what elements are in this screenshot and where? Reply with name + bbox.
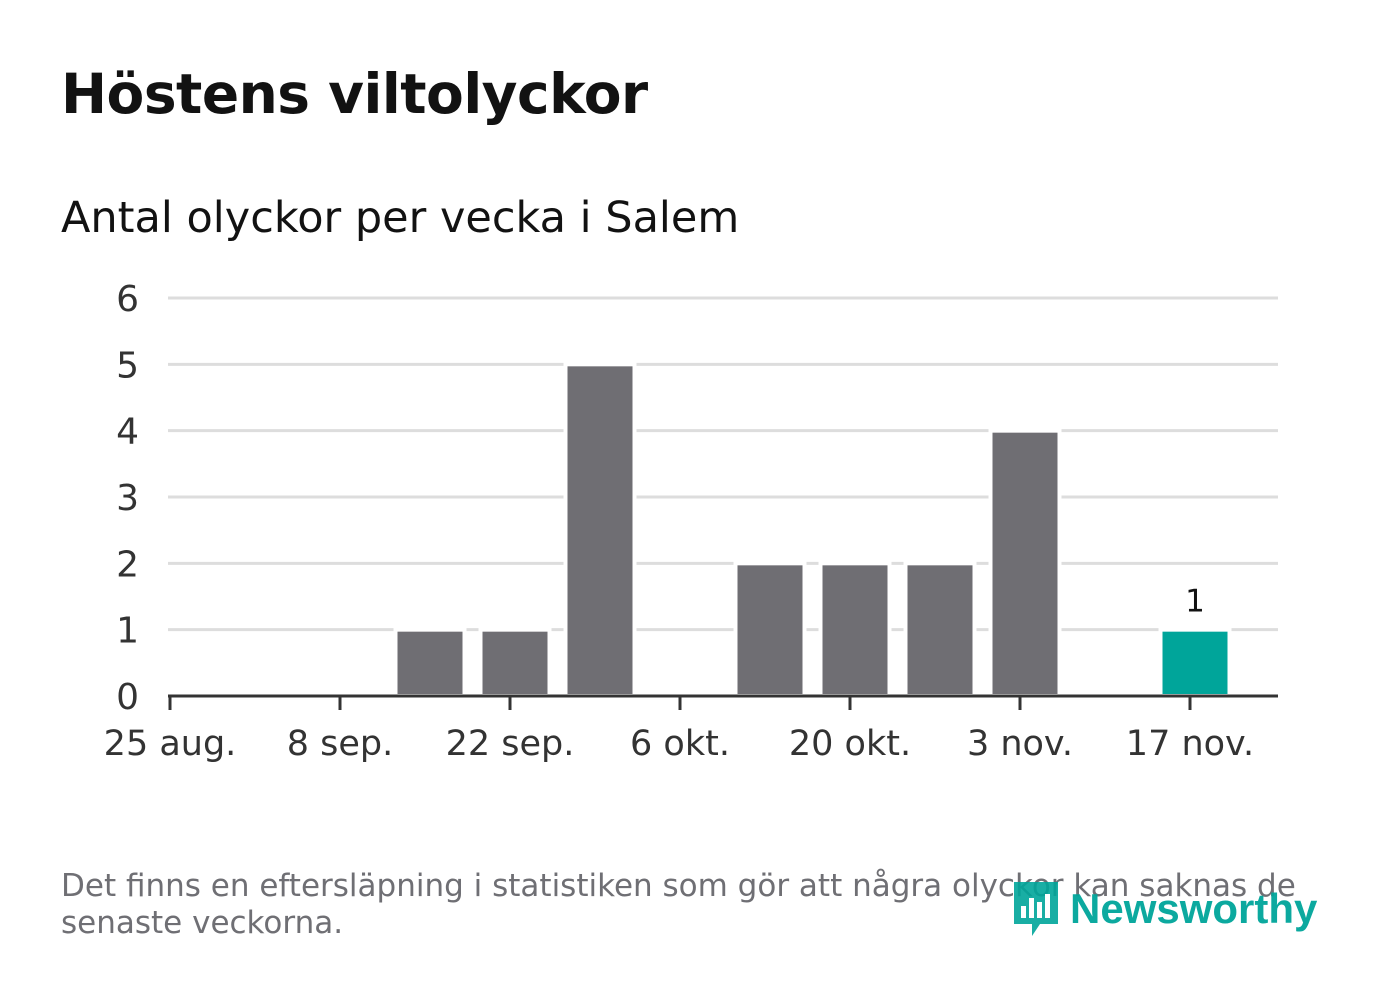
footnote: Det finns en eftersläpning i statistiken… (61, 868, 1296, 941)
bar (733, 561, 807, 698)
bar (1158, 627, 1232, 699)
bar (393, 627, 467, 699)
newsworthy-logo: Newsworthy (1010, 878, 1317, 940)
y-tick-label: 4 (116, 412, 139, 453)
bars (393, 362, 1232, 699)
y-tick-label: 1 (116, 611, 139, 652)
gridlines (168, 296, 1278, 632)
x-tick-label: 22 sep. (446, 724, 575, 764)
x-tick-label: 8 sep. (287, 724, 394, 764)
x-tick-label: 20 okt. (789, 724, 911, 764)
bar-chart: 0 1 2 3 4 5 6 25 aug. 8 sep. 22 sep. 6 okt. 20 okt.… (104, 279, 1278, 764)
bar (478, 627, 552, 699)
y-tick-label: 2 (116, 544, 139, 585)
bar (818, 561, 892, 698)
chart-subtitle: Antal olyckor per vecka i Salem (61, 193, 740, 243)
data-label: 1 (1185, 584, 1205, 620)
x-tick-label: 3 nov. (967, 724, 1073, 764)
axes: 0 1 2 3 4 5 6 25 aug. 8 sep. 22 sep. 6 okt. 20 okt.… (104, 279, 1278, 764)
x-tick-label: 6 okt. (630, 724, 730, 764)
data-labels: 1 (1185, 584, 1205, 620)
x-tick-label: 17 nov. (1126, 724, 1254, 764)
y-tick-label: 5 (116, 345, 139, 386)
bar (903, 561, 977, 698)
chart-title: Höstens viltolyckor (61, 62, 648, 126)
y-tick-label: 3 (116, 478, 139, 519)
logo-text: Newsworthy (1070, 885, 1318, 932)
bar (988, 428, 1062, 698)
newsworthy-logo-icon (1014, 882, 1058, 936)
x-tick-label: 25 aug. (104, 724, 237, 764)
y-tick-label: 0 (116, 677, 139, 718)
bar (563, 362, 637, 698)
y-tick-label: 6 (116, 279, 139, 320)
